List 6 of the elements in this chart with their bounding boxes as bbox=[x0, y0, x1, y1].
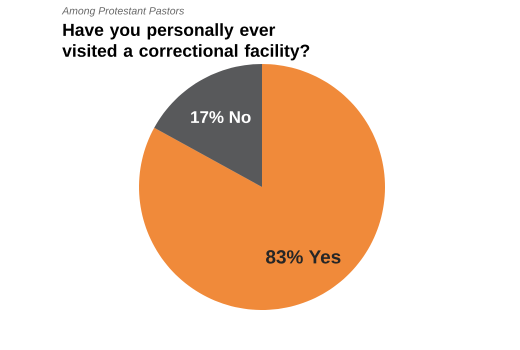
data-label: 17% bbox=[191, 111, 224, 124]
data-label: 83% bbox=[266, 250, 303, 264]
slice-label: Yes bbox=[308, 250, 340, 264]
chart-title: Have you personally ever visited a correctional facility? bbox=[62, 23, 310, 60]
slice-label: No bbox=[230, 111, 251, 124]
chart-subtitle: Among Protestant Pastors bbox=[62, 7, 184, 17]
